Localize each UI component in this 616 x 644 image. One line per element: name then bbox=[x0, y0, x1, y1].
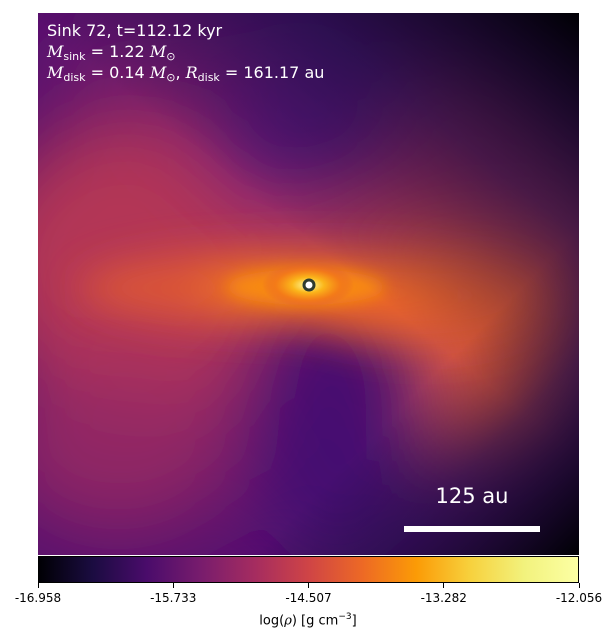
sink-mass-value: 1.22 bbox=[109, 42, 145, 61]
colorbar bbox=[38, 556, 579, 583]
colorbar-tick-label: -15.733 bbox=[150, 591, 197, 605]
colorbar-tick-mark bbox=[308, 583, 309, 588]
colorbar-tick-label: -14.507 bbox=[285, 591, 332, 605]
colorbar-tick-label: -13.282 bbox=[420, 591, 467, 605]
colorbar-tick-label: -16.958 bbox=[14, 591, 62, 605]
colorbar-tick-mark bbox=[37, 583, 39, 588]
annotation-sink-mass: Msink = 1.22 M⊙ bbox=[47, 42, 176, 63]
annotation-sink-time: Sink 72, t=112.12 kyr bbox=[47, 21, 223, 40]
disk-radius-value: 161.17 bbox=[243, 63, 300, 82]
colorbar-tick-label: -12.056 bbox=[555, 591, 603, 605]
colorbar-tick-mark bbox=[443, 583, 445, 588]
colorbar-tick-mark bbox=[172, 583, 174, 588]
colorbar-label: log(ρ) [g cm−3] bbox=[259, 612, 357, 629]
scale-bar bbox=[404, 526, 540, 532]
colorbar-tick-mark bbox=[578, 583, 580, 588]
scale-bar-label: 125 au bbox=[435, 484, 509, 508]
disk-mass-value: 0.14 bbox=[109, 63, 145, 82]
density-map bbox=[38, 13, 579, 555]
sink-marker bbox=[302, 278, 316, 292]
disk-radius-unit: au bbox=[304, 63, 325, 82]
annotation-disk-props: Mdisk = 0.14 M⊙, Rdisk = 161.17 au bbox=[47, 63, 325, 84]
